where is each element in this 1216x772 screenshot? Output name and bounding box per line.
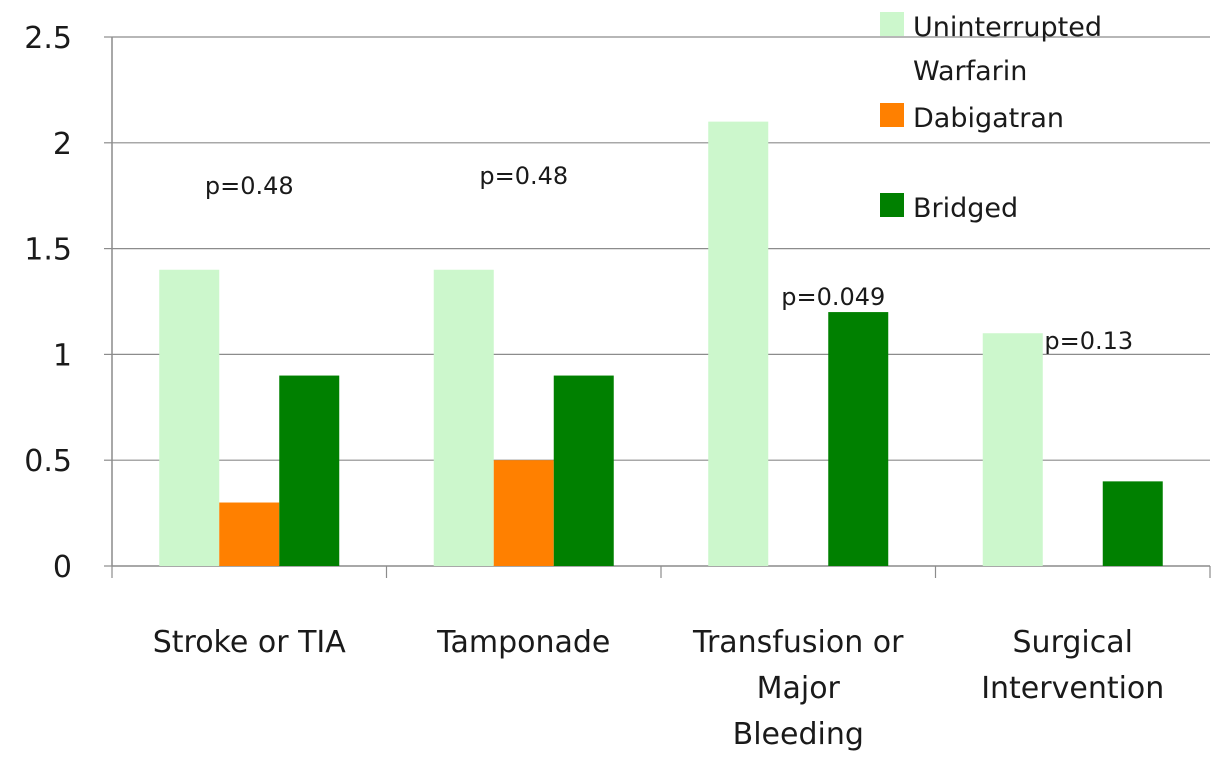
p-value-label: p=0.049 <box>781 283 885 311</box>
category-label: Surgical Intervention <box>981 625 1164 706</box>
category-label: Stroke or TIA <box>153 625 347 660</box>
bar <box>159 269 220 566</box>
category-label: Transfusion or Major Bleeding <box>692 625 904 752</box>
y-tick-label: 0 <box>53 550 72 585</box>
legend: Uninterrupted Warfarin Dabigatran Bridged <box>880 12 1102 224</box>
y-tick-label: 2.5 <box>24 21 72 56</box>
legend-swatch <box>880 103 904 127</box>
legend-label: Bridged <box>913 193 1018 224</box>
y-tick-label: 2 <box>53 127 72 162</box>
category-labels: Stroke or TIA Tamponade Transfusion or Majo… <box>153 625 1165 752</box>
legend-label: Dabigatran <box>913 103 1064 134</box>
p-value-label: p=0.48 <box>479 162 568 190</box>
legend-swatch <box>880 12 904 36</box>
bar <box>1102 481 1163 566</box>
bar <box>982 333 1043 566</box>
bar <box>553 375 614 566</box>
legend-swatch <box>880 193 904 217</box>
y-tick-label: 0.5 <box>24 444 72 479</box>
y-tick-labels: 0 0.5 1 1.5 2 2.5 <box>24 21 72 585</box>
y-tick-label: 1.5 <box>24 233 72 268</box>
bars <box>159 121 1163 566</box>
p-value-label: p=0.48 <box>205 172 294 200</box>
y-tick-label: 1 <box>53 338 72 373</box>
bar <box>433 269 494 566</box>
bar <box>279 375 340 566</box>
category-label: Tamponade <box>436 625 610 660</box>
bar <box>708 121 769 566</box>
p-value-label: p=0.13 <box>1044 327 1133 355</box>
bar <box>828 312 889 566</box>
bar <box>493 460 554 566</box>
gridlines <box>112 36 1210 461</box>
legend-label: Uninterrupted Warfarin <box>913 12 1102 87</box>
bar <box>219 502 280 566</box>
p-value-annotations: p=0.48 p=0.48 p=0.049 p=0.13 <box>205 162 1133 355</box>
